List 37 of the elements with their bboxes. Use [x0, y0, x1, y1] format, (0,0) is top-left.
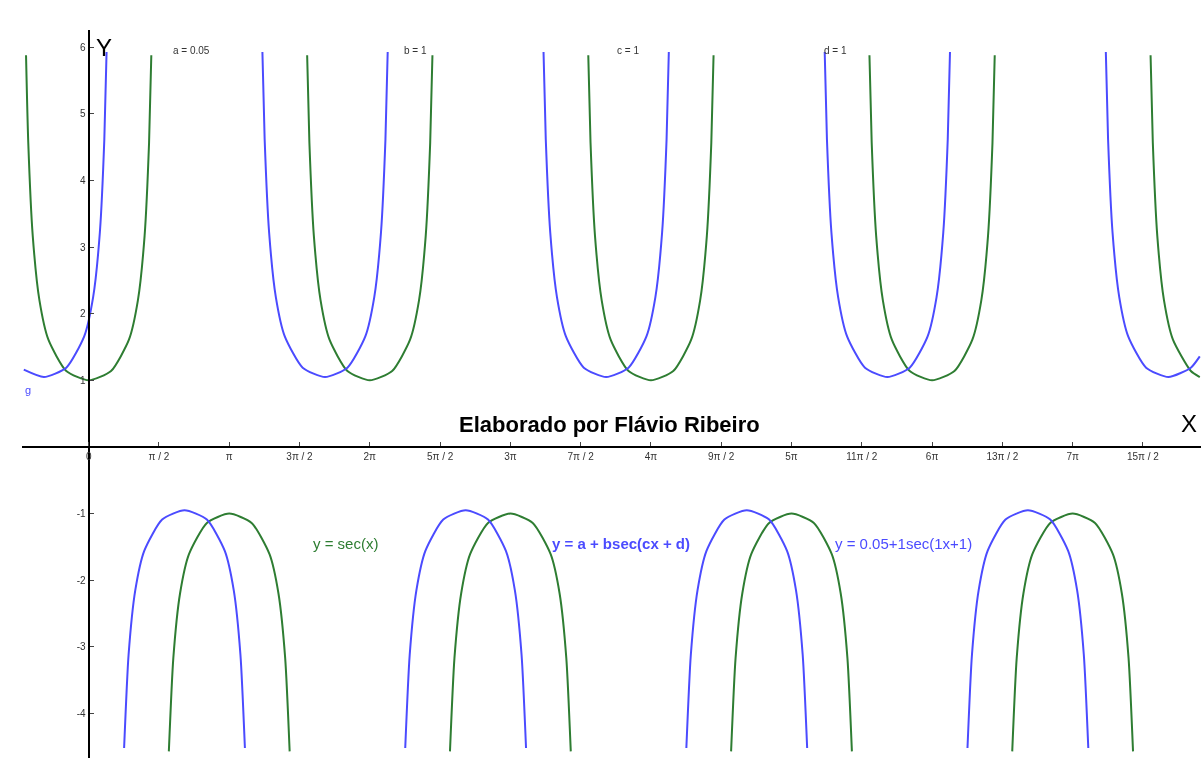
annotation: d = 1: [824, 45, 847, 56]
y-tick-label: 5: [80, 108, 87, 120]
y-tick-label: 4: [80, 175, 87, 187]
annotation: b = 1: [404, 45, 427, 56]
x-tick-label: 7π / 2: [567, 450, 595, 462]
x-axis-title: X: [1181, 410, 1198, 437]
x-tick-label: 13π / 2: [986, 450, 1019, 462]
x-tick-label: 5π: [785, 450, 798, 462]
y-tick-label: 1: [80, 374, 87, 386]
annotation: c = 1: [617, 45, 640, 56]
y-tick-label: -1: [76, 508, 87, 520]
x-tick-label: 15π / 2: [1126, 450, 1160, 462]
y-axis-title: Y: [96, 34, 113, 61]
x-tick-label: 9π / 2: [708, 450, 735, 462]
x-tick-label: 2π: [363, 450, 377, 462]
x-tick-label: 0: [85, 450, 92, 462]
y-tick-label: -4: [76, 707, 87, 719]
x-tick-label: π / 2: [148, 450, 170, 462]
text: y = sec(x): [313, 535, 379, 552]
y-tick-label: 3: [80, 241, 87, 253]
x-tick-label: 3π: [504, 450, 517, 462]
x-tick-label: 11π / 2: [846, 450, 878, 462]
y-tick-label: 6: [80, 41, 87, 53]
annotation: Elaborado por Flávio Ribeiro: [459, 412, 760, 437]
y-tick-label: -3: [76, 641, 87, 653]
y-tick-label: -2: [76, 574, 87, 586]
annotation: y = a + bsec(cx + d): [552, 535, 690, 552]
x-tick-label: 5π / 2: [426, 450, 454, 462]
x-tick-label: 4π: [644, 450, 658, 462]
x-tick-label: 7π: [1066, 450, 1079, 462]
y-tick-label: 2: [80, 308, 87, 320]
series-label: y = 0.05+1sec(1x+1): [835, 535, 973, 552]
x-tick-label: π: [225, 450, 233, 462]
annotation: g: [25, 384, 32, 396]
x-tick-label: 3π / 2: [286, 450, 314, 462]
x-tick-label: 6π: [925, 450, 939, 462]
annotation: a = 0.05: [173, 45, 210, 56]
